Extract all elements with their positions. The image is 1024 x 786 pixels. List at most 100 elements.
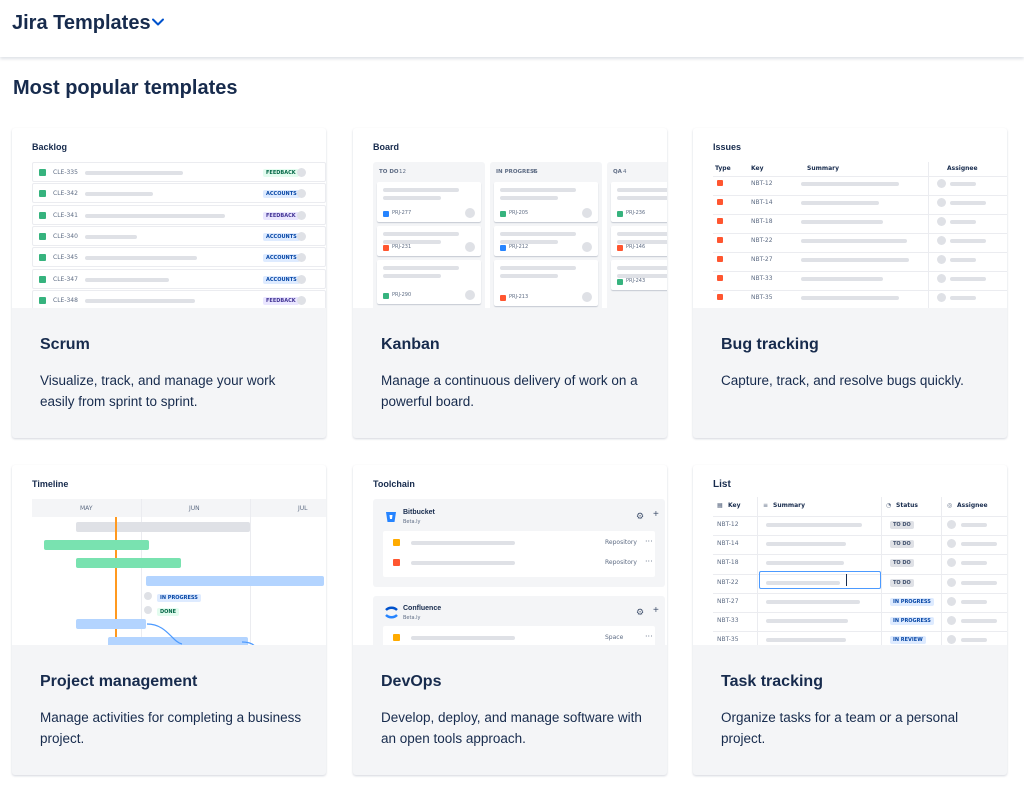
issue-key: NBT-14 bbox=[751, 199, 773, 206]
placeholder-bar bbox=[950, 296, 976, 300]
placeholder-bar bbox=[85, 192, 153, 197]
scrum-preview: Backlog CLE-335 FEEDBACK CLE-342 ACCOUNTS CL… bbox=[12, 128, 326, 308]
add-icon[interactable]: + bbox=[653, 509, 659, 520]
board-card[interactable]: PRJ-205 bbox=[494, 182, 598, 222]
backlog-row[interactable]: CLE-342 ACCOUNTS bbox=[32, 183, 326, 204]
board-card[interactable]: PRJ-243 bbox=[611, 260, 667, 290]
issue-key: NBT-14 bbox=[717, 540, 739, 548]
avatar bbox=[465, 290, 475, 300]
template-card-scrum[interactable]: Backlog CLE-335 FEEDBACK CLE-342 ACCOUNTS CL… bbox=[12, 128, 326, 438]
section-title: Most popular templates bbox=[13, 77, 238, 99]
backlog-row[interactable]: CLE-335 FEEDBACK bbox=[32, 162, 326, 182]
issue-type-icon bbox=[383, 293, 389, 299]
board-card[interactable]: PRJ-212 bbox=[494, 226, 598, 256]
issue-key: NBT-12 bbox=[717, 521, 739, 528]
more-icon[interactable]: ··· bbox=[645, 632, 653, 641]
placeholder-bar bbox=[85, 213, 225, 218]
backlog-row[interactable]: CLE-347 ACCOUNTS bbox=[32, 268, 326, 289]
avatar bbox=[947, 520, 956, 529]
board-card[interactable]: PRJ-236 bbox=[611, 182, 667, 222]
board-card[interactable]: PRJ-231 bbox=[377, 226, 481, 256]
placeholder-bar bbox=[617, 274, 667, 278]
backlog-row[interactable]: CLE-340 ACCOUNTS bbox=[32, 225, 326, 246]
row-divider bbox=[713, 214, 1007, 215]
issue-type-icon bbox=[383, 211, 389, 217]
column-count: 4 bbox=[623, 169, 627, 175]
placeholder-bar bbox=[617, 188, 667, 192]
board-card[interactable]: PRJ-277 bbox=[377, 182, 481, 222]
issue-key: CLE-347 bbox=[53, 275, 78, 283]
row-divider bbox=[713, 592, 1007, 594]
more-icon[interactable]: ··· bbox=[645, 557, 653, 566]
card-title: DevOps bbox=[381, 673, 442, 690]
issue-key: NBT-22 bbox=[751, 237, 773, 244]
column-name: IN PROGRESS bbox=[496, 169, 538, 175]
placeholder-bar bbox=[500, 232, 576, 236]
tool-sub: Beta.ly bbox=[403, 519, 421, 525]
issue-key: NBT-27 bbox=[751, 256, 773, 263]
template-card-devops[interactable]: Toolchain Bitbucket Beta.ly ⚙ + Reposito… bbox=[353, 465, 667, 775]
story-icon bbox=[39, 296, 46, 304]
template-card-kanban[interactable]: Board TO DO 12 PRJ-277 PRJ-231 PRJ-290 IN PRO… bbox=[353, 128, 667, 438]
placeholder-bar bbox=[411, 541, 515, 545]
template-card-bug-tracking[interactable]: Issues Type Key Summary Assignee NBT-12 N… bbox=[693, 128, 1007, 438]
col-header-key: Key bbox=[751, 165, 764, 172]
board-card[interactable]: PRJ-146 bbox=[611, 226, 667, 256]
template-card-project-management[interactable]: Timeline MAY JUN JUL IN PROGRESS DONE Pr… bbox=[12, 465, 326, 775]
placeholder-bar bbox=[383, 274, 441, 278]
more-icon[interactable]: ··· bbox=[645, 537, 653, 546]
row-divider bbox=[713, 612, 1007, 613]
item-type: Repository bbox=[605, 539, 637, 546]
chevron-down-icon[interactable] bbox=[150, 14, 166, 30]
issue-key: NBT-35 bbox=[751, 294, 773, 301]
status-badge: TO DO bbox=[890, 559, 914, 568]
backlog-row[interactable]: CLE-345 ACCOUNTS bbox=[32, 247, 326, 268]
status-badge: TO DO bbox=[890, 540, 914, 549]
placeholder-bar bbox=[85, 256, 197, 261]
bug-icon bbox=[717, 237, 723, 243]
tool-items: Space ··· bbox=[383, 626, 655, 645]
add-icon[interactable]: + bbox=[653, 605, 659, 616]
top-bar: Jira Templates bbox=[0, 0, 1024, 57]
placeholder-bar bbox=[766, 561, 844, 566]
gantt-bar bbox=[76, 619, 146, 629]
selected-cell[interactable] bbox=[759, 571, 881, 589]
gear-icon[interactable]: ⚙ bbox=[636, 511, 645, 521]
avatar bbox=[582, 242, 592, 252]
issue-key: PRJ-212 bbox=[509, 244, 529, 250]
issue-type-icon bbox=[500, 245, 506, 251]
issue-key: CLE-335 bbox=[53, 169, 78, 176]
card-title: Kanban bbox=[381, 336, 440, 353]
placeholder-bar bbox=[801, 277, 883, 281]
avatar bbox=[297, 295, 306, 305]
placeholder-bar bbox=[766, 599, 860, 604]
placeholder-bar bbox=[801, 201, 879, 205]
placeholder-bar bbox=[961, 523, 987, 527]
epic-badge: FEEDBACK bbox=[263, 296, 299, 305]
placeholder-bar bbox=[411, 561, 515, 565]
issue-key: NBT-18 bbox=[751, 218, 773, 225]
template-card-task-tracking[interactable]: List ▦ Key ≡ Summary ◔ Status ◎ Assignee… bbox=[693, 465, 1007, 775]
gear-icon[interactable]: ⚙ bbox=[636, 607, 645, 617]
placeholder-bar bbox=[500, 188, 576, 192]
avatar bbox=[465, 242, 475, 252]
placeholder-bar bbox=[766, 542, 846, 547]
backlog-row[interactable]: CLE-348 FEEDBACK bbox=[32, 289, 326, 308]
placeholder-bar bbox=[85, 277, 169, 282]
page-title[interactable]: Jira Templates bbox=[12, 12, 151, 34]
dependency-line bbox=[146, 623, 255, 645]
backlog-row[interactable]: CLE-341 FEEDBACK bbox=[32, 204, 326, 225]
col-header-summary: Summary bbox=[807, 165, 840, 172]
placeholder-bar bbox=[500, 266, 576, 270]
issue-key: PRJ-146 bbox=[626, 244, 646, 250]
board-card[interactable]: PRJ-290 bbox=[377, 260, 481, 304]
month-label: MAY bbox=[80, 505, 93, 512]
assignee-icon: ◎ bbox=[947, 502, 953, 509]
story-icon bbox=[39, 254, 46, 262]
preview-label: Board bbox=[373, 142, 400, 152]
board-card[interactable]: PRJ-213 bbox=[494, 260, 598, 306]
summary-icon: ≡ bbox=[763, 502, 769, 509]
card-title: Task tracking bbox=[721, 673, 823, 690]
epic-badge: ACCOUNTS bbox=[263, 275, 300, 284]
placeholder-bar bbox=[766, 619, 848, 623]
